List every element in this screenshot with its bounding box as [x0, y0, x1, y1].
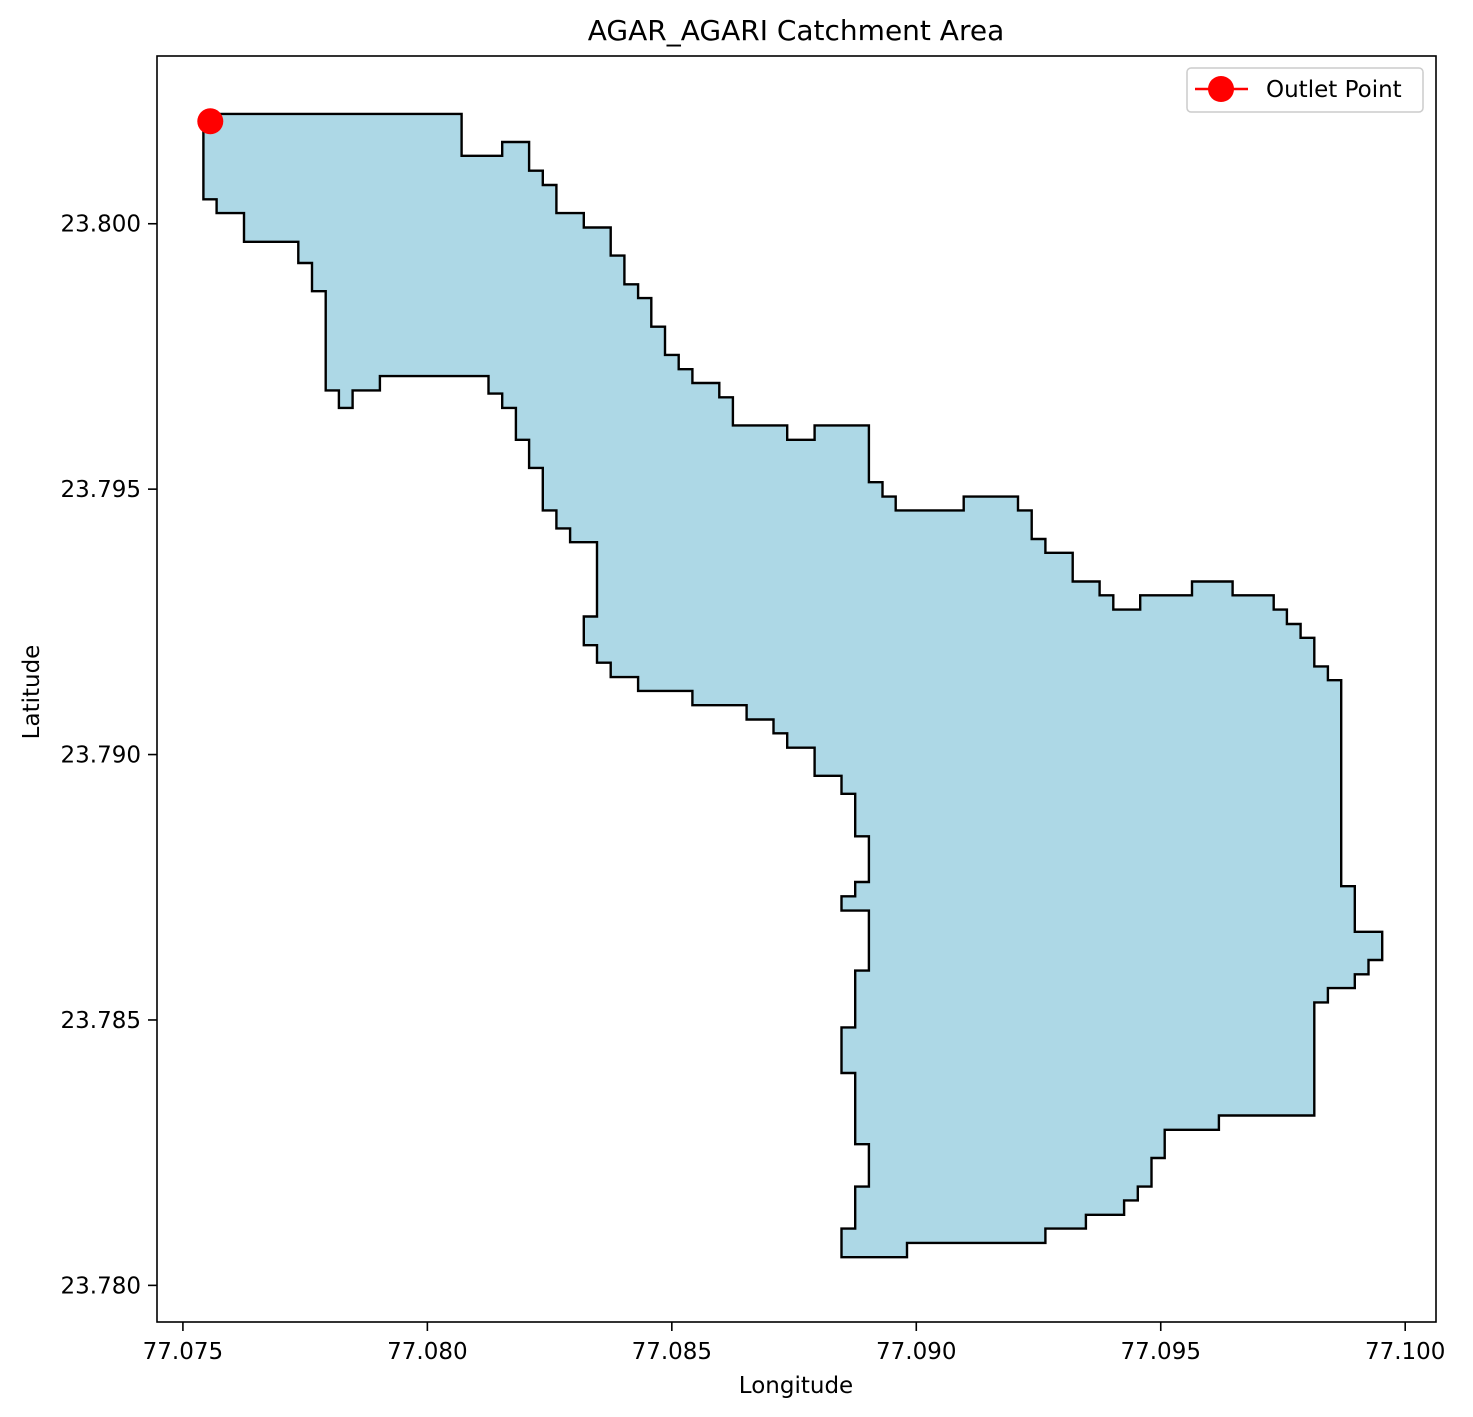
legend-marker-icon	[1208, 76, 1234, 102]
y-tick-label: 23.800	[61, 212, 141, 238]
x-tick-label: 77.085	[632, 1339, 712, 1365]
x-tick-label: 77.095	[1120, 1339, 1200, 1365]
legend-box	[1186, 67, 1424, 113]
x-tick-label: 77.075	[143, 1339, 223, 1365]
legend: Outlet Point	[1186, 67, 1424, 113]
catchment-polygon	[202, 112, 1384, 1259]
x-axis: 77.075 77.080 77.085 77.090 77.095 77.100	[143, 1322, 1445, 1365]
y-tick-label: 23.795	[61, 477, 141, 503]
plot-area	[197, 108, 1384, 1259]
y-axis: 23.780 23.785 23.790 23.795 23.800	[61, 212, 157, 1299]
plot-frame	[156, 55, 1437, 1323]
y-tick-label: 23.780	[61, 1273, 141, 1299]
x-axis-label: Longitude	[739, 1373, 853, 1399]
x-tick-label: 77.080	[387, 1339, 467, 1365]
y-tick-label: 23.790	[61, 743, 141, 769]
outlet-point-marker	[197, 108, 224, 135]
chart-title: AGAR_AGARI Catchment Area	[588, 14, 1005, 47]
y-axis-label: Latitude	[19, 645, 45, 740]
x-tick-label: 77.090	[876, 1339, 956, 1365]
legend-label-outlet-point: Outlet Point	[1266, 77, 1402, 103]
y-tick-label: 23.785	[61, 1008, 141, 1034]
x-tick-label: 77.100	[1365, 1339, 1445, 1365]
